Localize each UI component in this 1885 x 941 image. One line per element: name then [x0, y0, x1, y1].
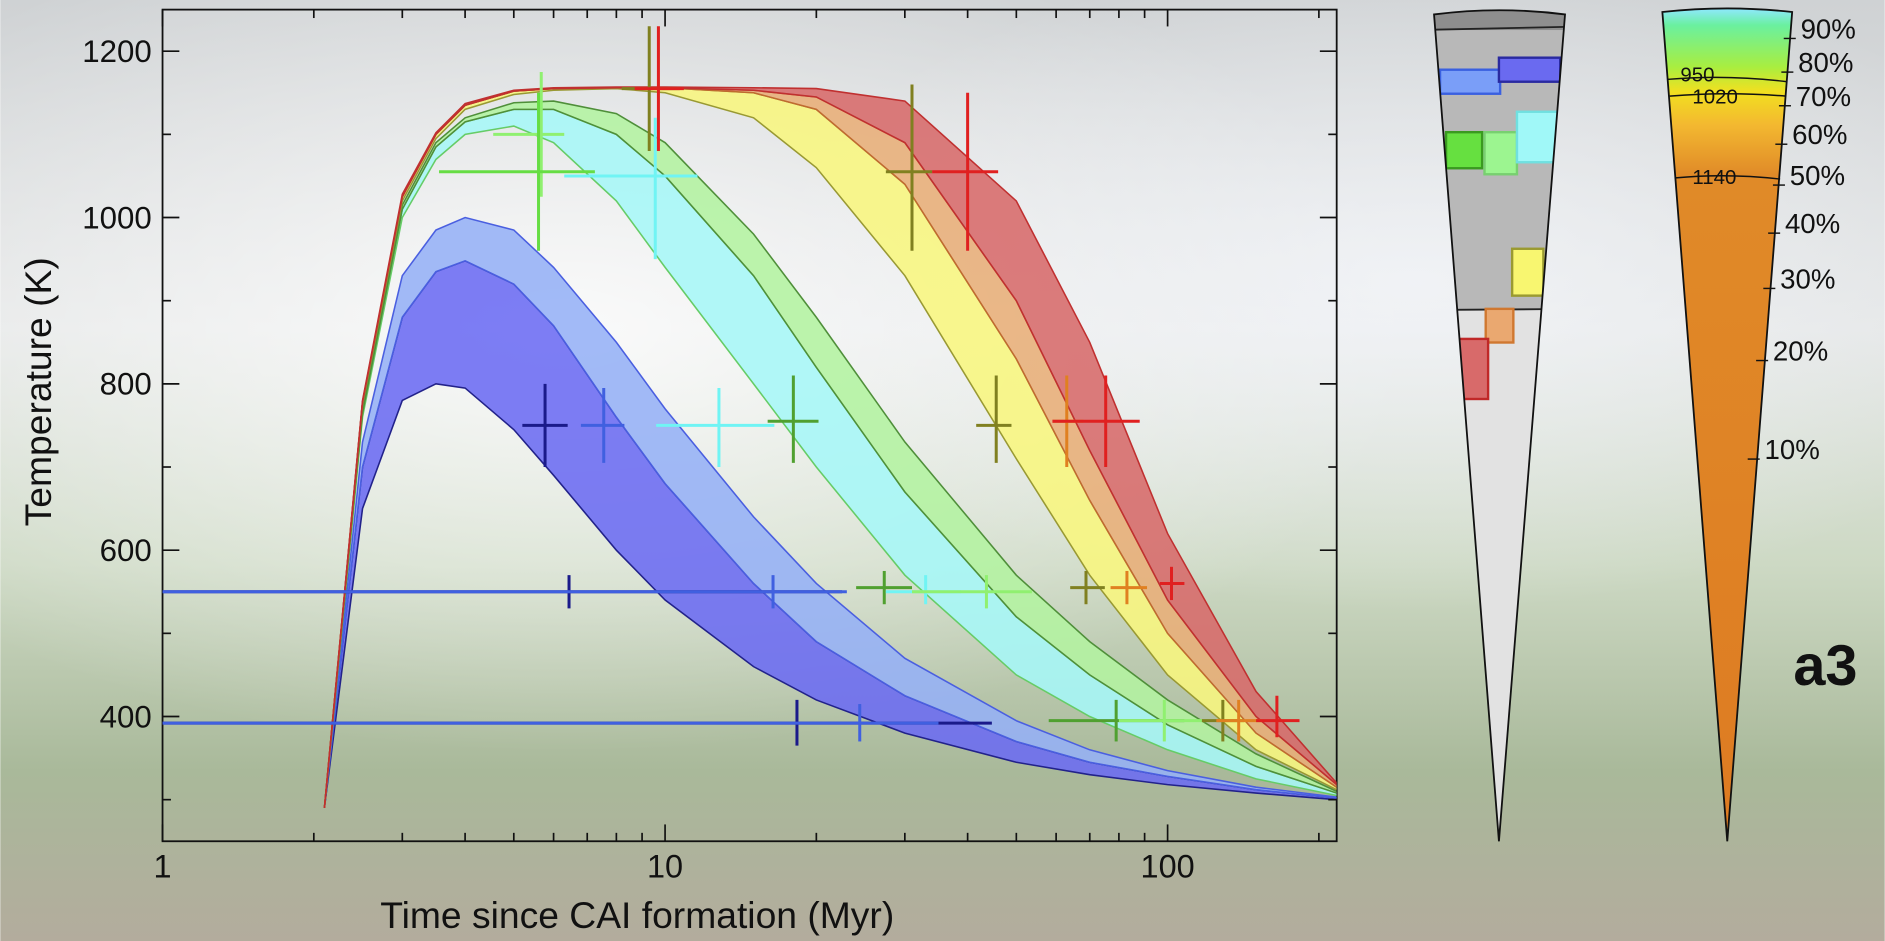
band-area — [324, 217, 1337, 808]
x-tick-label: 10 — [647, 848, 683, 884]
y-axis-label: Temperature (K) — [17, 257, 59, 526]
percent-label: 40% — [1785, 208, 1840, 239]
band-edge — [323, 100, 1337, 809]
percent-label: 10% — [1765, 434, 1820, 465]
y-tick-label: 1000 — [82, 200, 151, 235]
band-edge — [323, 259, 1337, 809]
panel-label: a3 — [1793, 634, 1857, 698]
y-tick-label: 600 — [100, 533, 152, 568]
percent-label: 30% — [1780, 263, 1835, 294]
band-edge — [323, 383, 1337, 809]
plot-frame — [161, 8, 1338, 843]
plot-area — [162, 26, 1337, 809]
contour-label: 950 — [1680, 65, 1714, 87]
percent-label: 70% — [1796, 81, 1851, 112]
y-tick-label: 1200 — [82, 34, 151, 69]
axes: 1 10 100 400 600 800 1000 1200 — [82, 9, 1337, 884]
percent-label: 20% — [1773, 336, 1828, 367]
y-tick-label: 800 — [100, 367, 152, 402]
percent-label: 90% — [1801, 13, 1856, 44]
contour-label: 1020 — [1692, 86, 1737, 108]
percent-label: 80% — [1798, 47, 1853, 78]
band-area — [324, 109, 1337, 808]
percent-label: 50% — [1790, 160, 1845, 191]
x-axis-label: Time since CAI formation (Myr) — [380, 894, 894, 936]
band-edge — [323, 216, 1337, 809]
y-tick-label: 400 — [100, 699, 152, 734]
x-tick-label: 100 — [1141, 848, 1195, 884]
temperature-wedge: 950 1020 1140 — [1661, 7, 1794, 842]
percent-label: 60% — [1792, 119, 1847, 150]
x-tick-label: 1 — [154, 848, 172, 884]
band-area — [324, 260, 1337, 808]
contour-label: 1140 — [1692, 167, 1736, 189]
band-edge — [323, 87, 1337, 809]
percent-scale: 90%80%70% 60% 50% 40% 30% 20% 10% — [1747, 13, 1856, 465]
